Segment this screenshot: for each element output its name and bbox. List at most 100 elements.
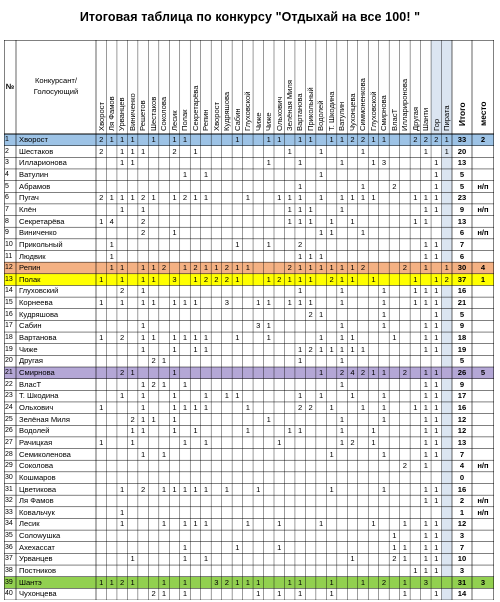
vote-cell: 1 — [245, 193, 250, 203]
num-column-header: № — [5, 82, 15, 91]
vote-cell: 1 — [235, 239, 240, 249]
vote-cell: 1 — [193, 402, 198, 412]
voter-header-32: Шанти — [421, 107, 431, 131]
vote-cell: 3 — [423, 577, 428, 587]
contestant-name: Зелёная Миля — [19, 414, 70, 424]
vote-cell: 1 — [360, 344, 366, 354]
row-place: 2 — [480, 135, 486, 144]
vote-cell: 1 — [203, 391, 209, 401]
vote-cell: 1 — [423, 461, 428, 471]
vote-cell: 1 — [423, 193, 428, 203]
vote-cell: 1 — [434, 426, 439, 436]
vote-cell: 1 — [329, 263, 334, 273]
row-total: 0 — [459, 472, 465, 482]
contestant-name: Вартанова — [19, 333, 57, 343]
contestant-name: Прикольный — [19, 239, 63, 249]
vote-cell: 1 — [371, 426, 376, 436]
row-total: 30 — [457, 263, 467, 273]
voter-header-21: Прикольный — [305, 87, 315, 131]
vote-cell: 1 — [298, 391, 303, 401]
vote-cell: 1 — [182, 554, 188, 564]
vote-cell: 1 — [423, 204, 428, 214]
vote-cell: 1 — [203, 437, 209, 447]
vote-cell: 1 — [235, 391, 240, 401]
vote-cell: 1 — [329, 402, 334, 412]
vote-cell: 1 — [339, 344, 345, 354]
voter-header-11: Репин — [201, 109, 211, 131]
row-highlight-39 — [4, 576, 494, 589]
vote-cell: 1 — [308, 263, 313, 273]
vote-cell: 2 — [298, 402, 303, 412]
vote-cell: 1 — [298, 577, 303, 587]
voter-header-12: Хворост — [211, 102, 221, 131]
vote-cell: 1 — [329, 344, 334, 354]
vote-cell: 1 — [298, 135, 303, 144]
row-number: 9 — [5, 229, 9, 237]
vote-cell: 1 — [434, 169, 439, 179]
vote-cell: 1 — [423, 368, 428, 377]
vote-cell: 1 — [182, 298, 188, 308]
vote-cell: 1 — [203, 344, 209, 354]
vote-cell: 1 — [99, 274, 104, 284]
vote-cell: 1 — [120, 135, 125, 144]
vote-cell: 1 — [350, 391, 355, 401]
vote-cell: 1 — [130, 158, 135, 168]
vote-cell: 1 — [140, 414, 146, 424]
row-total: 14 — [457, 589, 467, 599]
table-grid — [4, 40, 494, 600]
vote-cell: 2 — [423, 135, 428, 144]
vote-cell: 1 — [434, 484, 439, 494]
vote-cell: 1 — [203, 333, 209, 343]
vote-cell: 3 — [224, 298, 229, 308]
vote-cell: 2 — [120, 577, 125, 587]
row-highlight-21 — [4, 367, 494, 379]
vote-cell: 1 — [381, 321, 387, 331]
vote-cell: 1 — [339, 379, 345, 389]
vote-cell: 2 — [444, 274, 449, 284]
vote-cell: 1 — [318, 391, 324, 401]
vote-cell: 1 — [140, 146, 146, 156]
contestant-name: Сабин — [19, 321, 42, 331]
contestant-name: Ковальчук — [19, 507, 55, 517]
vote-cell: 1 — [371, 368, 376, 377]
row-number: 30 — [5, 473, 13, 481]
row-highlight-12 — [4, 262, 494, 274]
vote-cell: 1 — [130, 554, 135, 564]
vote-cell: 1 — [287, 577, 292, 587]
contestant-name: Семиколенова — [19, 449, 71, 459]
vote-cell: 1 — [109, 251, 114, 261]
row-total: 5 — [459, 169, 465, 179]
voter-header-6: Шестаков — [148, 96, 158, 131]
vote-cell: 1 — [235, 263, 240, 273]
vote-cell: 1 — [172, 333, 177, 343]
row-total: 2 — [459, 496, 465, 506]
vote-cell: 2 — [151, 589, 156, 599]
vote-cell: 1 — [130, 135, 135, 144]
vote-cell: 1 — [402, 577, 407, 587]
vote-cell: 1 — [371, 519, 376, 529]
vote-cell: 1 — [434, 437, 439, 447]
vote-cell: 2 — [402, 461, 407, 471]
vote-cell: 1 — [172, 228, 177, 238]
vote-cell: 1 — [182, 379, 188, 389]
vote-cell: 1 — [130, 193, 135, 203]
vote-cell: 1 — [434, 496, 439, 506]
row-place: 1 — [480, 274, 486, 284]
vote-cell: 1 — [423, 251, 428, 261]
vote-cell: 1 — [413, 286, 418, 296]
total-column-header: Итого — [457, 102, 467, 126]
vote-cell: 1 — [350, 216, 355, 226]
row-place: н/п — [477, 204, 489, 214]
contestant-name: ВласТ — [19, 379, 42, 389]
vote-cell: 1 — [402, 589, 407, 599]
voter-header-17: Чиже — [264, 112, 274, 131]
vote-cell: 1 — [140, 263, 146, 273]
vote-cell: 1 — [172, 344, 177, 354]
vote-cell: 1 — [266, 274, 271, 284]
vote-cell: 1 — [434, 333, 439, 343]
row-number: 32 — [5, 497, 13, 505]
header-background — [4, 40, 494, 134]
voter-header-3: Урванцев — [117, 97, 127, 131]
vote-cell: 2 — [193, 263, 198, 273]
row-total: 31 — [457, 577, 467, 587]
